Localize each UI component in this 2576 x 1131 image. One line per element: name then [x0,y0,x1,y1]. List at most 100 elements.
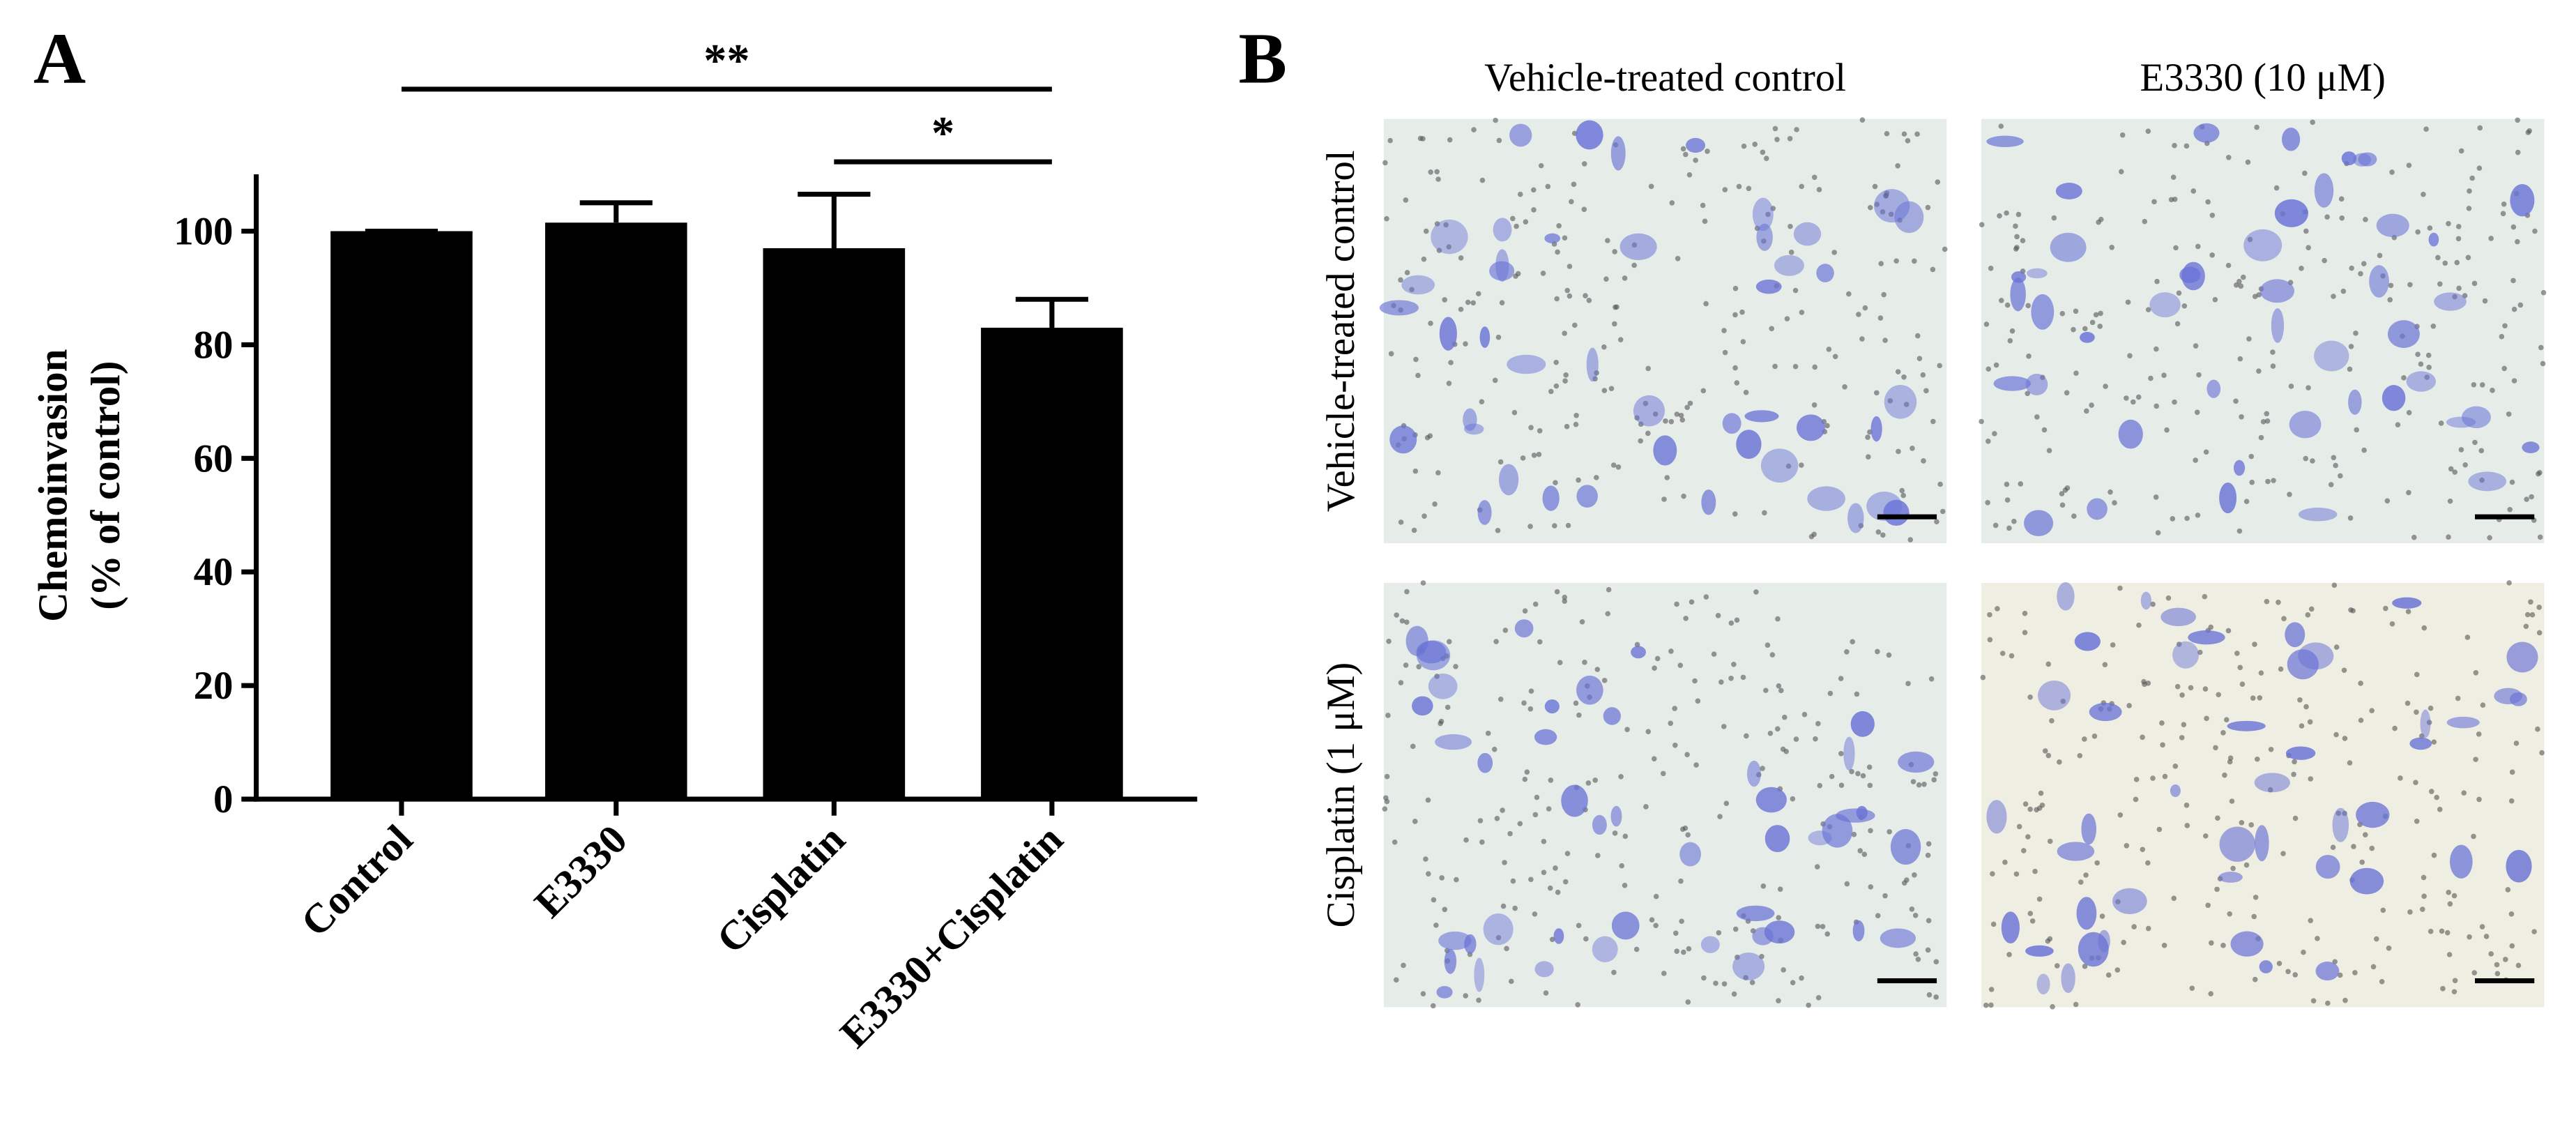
pore [1425,797,1431,803]
pore [2513,741,2520,746]
pore [1740,339,1746,344]
cell [2080,331,2095,343]
pore [1679,417,1686,423]
pore [2392,725,2398,731]
pore [2310,458,2315,464]
pore [1877,315,1884,321]
pore [1531,207,1537,213]
pore [2124,395,2129,401]
pore [1608,386,1615,392]
cell [2036,973,2050,995]
pore [1384,773,1390,780]
pore [1715,613,1721,618]
pore [2377,252,2383,259]
pore [2064,485,2071,491]
pore [2078,879,2084,885]
pore [2196,372,2202,378]
pore [2248,822,2255,828]
pore [1992,431,1997,437]
pore [1752,142,1758,147]
cell [1986,800,2007,834]
pore [2254,124,2259,130]
pore [2444,929,2451,936]
pore [1806,1002,1811,1008]
pore [2358,718,2364,723]
pore [1565,522,1571,529]
pore [1846,291,1852,297]
pore [1693,158,1698,163]
pore [1895,369,1901,374]
pore [2331,582,2338,589]
pore [2476,165,2483,171]
cell [1890,829,1921,865]
cell [2314,173,2334,208]
pore [2291,771,2296,777]
cell [1619,233,1657,261]
cell [2025,945,2054,957]
pore [1808,533,1815,540]
error-bar [798,192,871,248]
pore [2451,893,2457,899]
pore [1793,736,1799,742]
pore [2510,278,2516,284]
cell [1464,934,1477,954]
pore [1576,712,1582,718]
pore [2258,670,2264,676]
pore [2505,887,2511,893]
pore [2387,297,2393,303]
pore [1728,620,1735,626]
pore [1428,320,1433,326]
pore [2150,775,2156,781]
pore [1424,434,1431,441]
pore [1875,529,1882,535]
pore [1675,255,1681,261]
pore [1910,779,1916,784]
pore [2389,169,2395,175]
cell [1736,430,1762,460]
pore [2225,262,2232,268]
cell [2081,813,2096,845]
pore [2170,516,2176,522]
pore [1931,777,1937,783]
cell [1756,223,1773,251]
pore [2440,986,2446,992]
pore [2421,893,2427,900]
pore [2273,185,2280,191]
pore [2297,697,2303,703]
pore [2537,469,2543,476]
pore [2359,859,2365,865]
pore [2331,455,2337,461]
pore [1933,994,1939,1000]
pore [2469,175,2475,181]
pore [2479,382,2485,388]
cell [2057,582,2075,611]
pore [2073,370,2079,376]
pore [1433,923,1439,928]
cell [1686,137,1706,153]
pore [2071,326,2076,333]
pore [1776,915,1781,920]
cell [1732,952,1765,980]
pore [1732,511,1738,517]
pore [2276,599,2281,605]
pore [1734,617,1740,623]
pore [1470,300,1476,306]
pore [1721,981,1728,987]
pore [1624,727,1630,732]
pore [2109,245,2114,250]
pore [2333,644,2340,650]
pore [2097,324,2103,329]
pore [2073,1001,2079,1008]
pore [1386,638,1392,644]
pore [1995,606,2000,612]
pore [2172,764,2179,769]
pore [1579,618,1585,625]
pore [2189,985,2195,992]
pore [2353,331,2358,336]
pore [2252,642,2257,647]
pore [1532,601,1539,607]
pore [1573,700,1579,706]
micrograph [1979,117,2547,544]
pore [1420,580,1426,586]
pore [2170,174,2177,180]
